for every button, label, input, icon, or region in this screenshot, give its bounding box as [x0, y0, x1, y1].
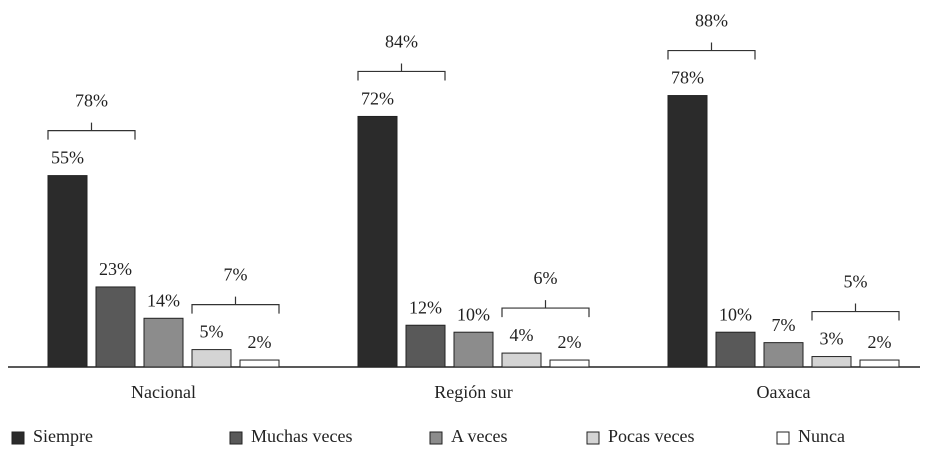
value-label: 3%: [820, 329, 844, 349]
legend-label: A veces: [451, 426, 507, 446]
bar: [95, 286, 136, 368]
legend-label: Nunca: [798, 426, 845, 446]
value-label: 55%: [51, 148, 84, 168]
value-label: 10%: [457, 304, 490, 324]
bar: [549, 359, 590, 368]
value-label: 2%: [868, 332, 892, 352]
value-label: 12%: [409, 297, 442, 317]
value-label: 7%: [772, 315, 796, 335]
value-label: 72%: [361, 89, 394, 109]
bar: [191, 349, 232, 368]
legend-label: Pocas veces: [608, 426, 694, 446]
bar: [859, 359, 900, 368]
category-label: Nacional: [131, 382, 196, 402]
bracket: [191, 296, 280, 314]
bracket-label: 6%: [534, 268, 558, 288]
bracket: [47, 122, 136, 140]
bracket-label: 7%: [224, 265, 248, 285]
legend-swatch: [429, 431, 443, 445]
value-label: 10%: [719, 304, 752, 324]
bracket: [667, 42, 756, 60]
bar: [667, 95, 708, 368]
bar: [501, 352, 542, 368]
legend-label: Siempre: [33, 426, 93, 446]
bar: [811, 356, 852, 368]
bar: [715, 331, 756, 368]
bracket-label: 84%: [385, 32, 418, 52]
bracket-label: 88%: [695, 11, 728, 31]
bar: [47, 175, 88, 368]
value-label: 14%: [147, 290, 180, 310]
bar: [453, 331, 494, 368]
bracket-label: 5%: [844, 272, 868, 292]
value-label: 78%: [671, 68, 704, 88]
value-label: 5%: [200, 322, 224, 342]
legend-swatch: [586, 431, 600, 445]
bracket-label: 78%: [75, 91, 108, 111]
bracket: [357, 63, 446, 81]
value-label: 2%: [248, 332, 272, 352]
bar: [405, 324, 446, 368]
value-label: 2%: [558, 332, 582, 352]
bar: [239, 359, 280, 368]
value-label: 4%: [510, 325, 534, 345]
legend-swatch: [229, 431, 243, 445]
legend-label: Muchas veces: [251, 426, 352, 446]
bar: [357, 115, 398, 368]
category-label: Oaxaca: [757, 382, 811, 402]
legend-swatch: [11, 431, 25, 445]
value-label: 23%: [99, 259, 132, 279]
bracket: [811, 303, 900, 321]
legend-swatch: [776, 431, 790, 445]
bracket: [501, 300, 590, 318]
bar: [143, 317, 184, 368]
bar: [763, 342, 804, 368]
category-label: Región sur: [434, 382, 513, 402]
